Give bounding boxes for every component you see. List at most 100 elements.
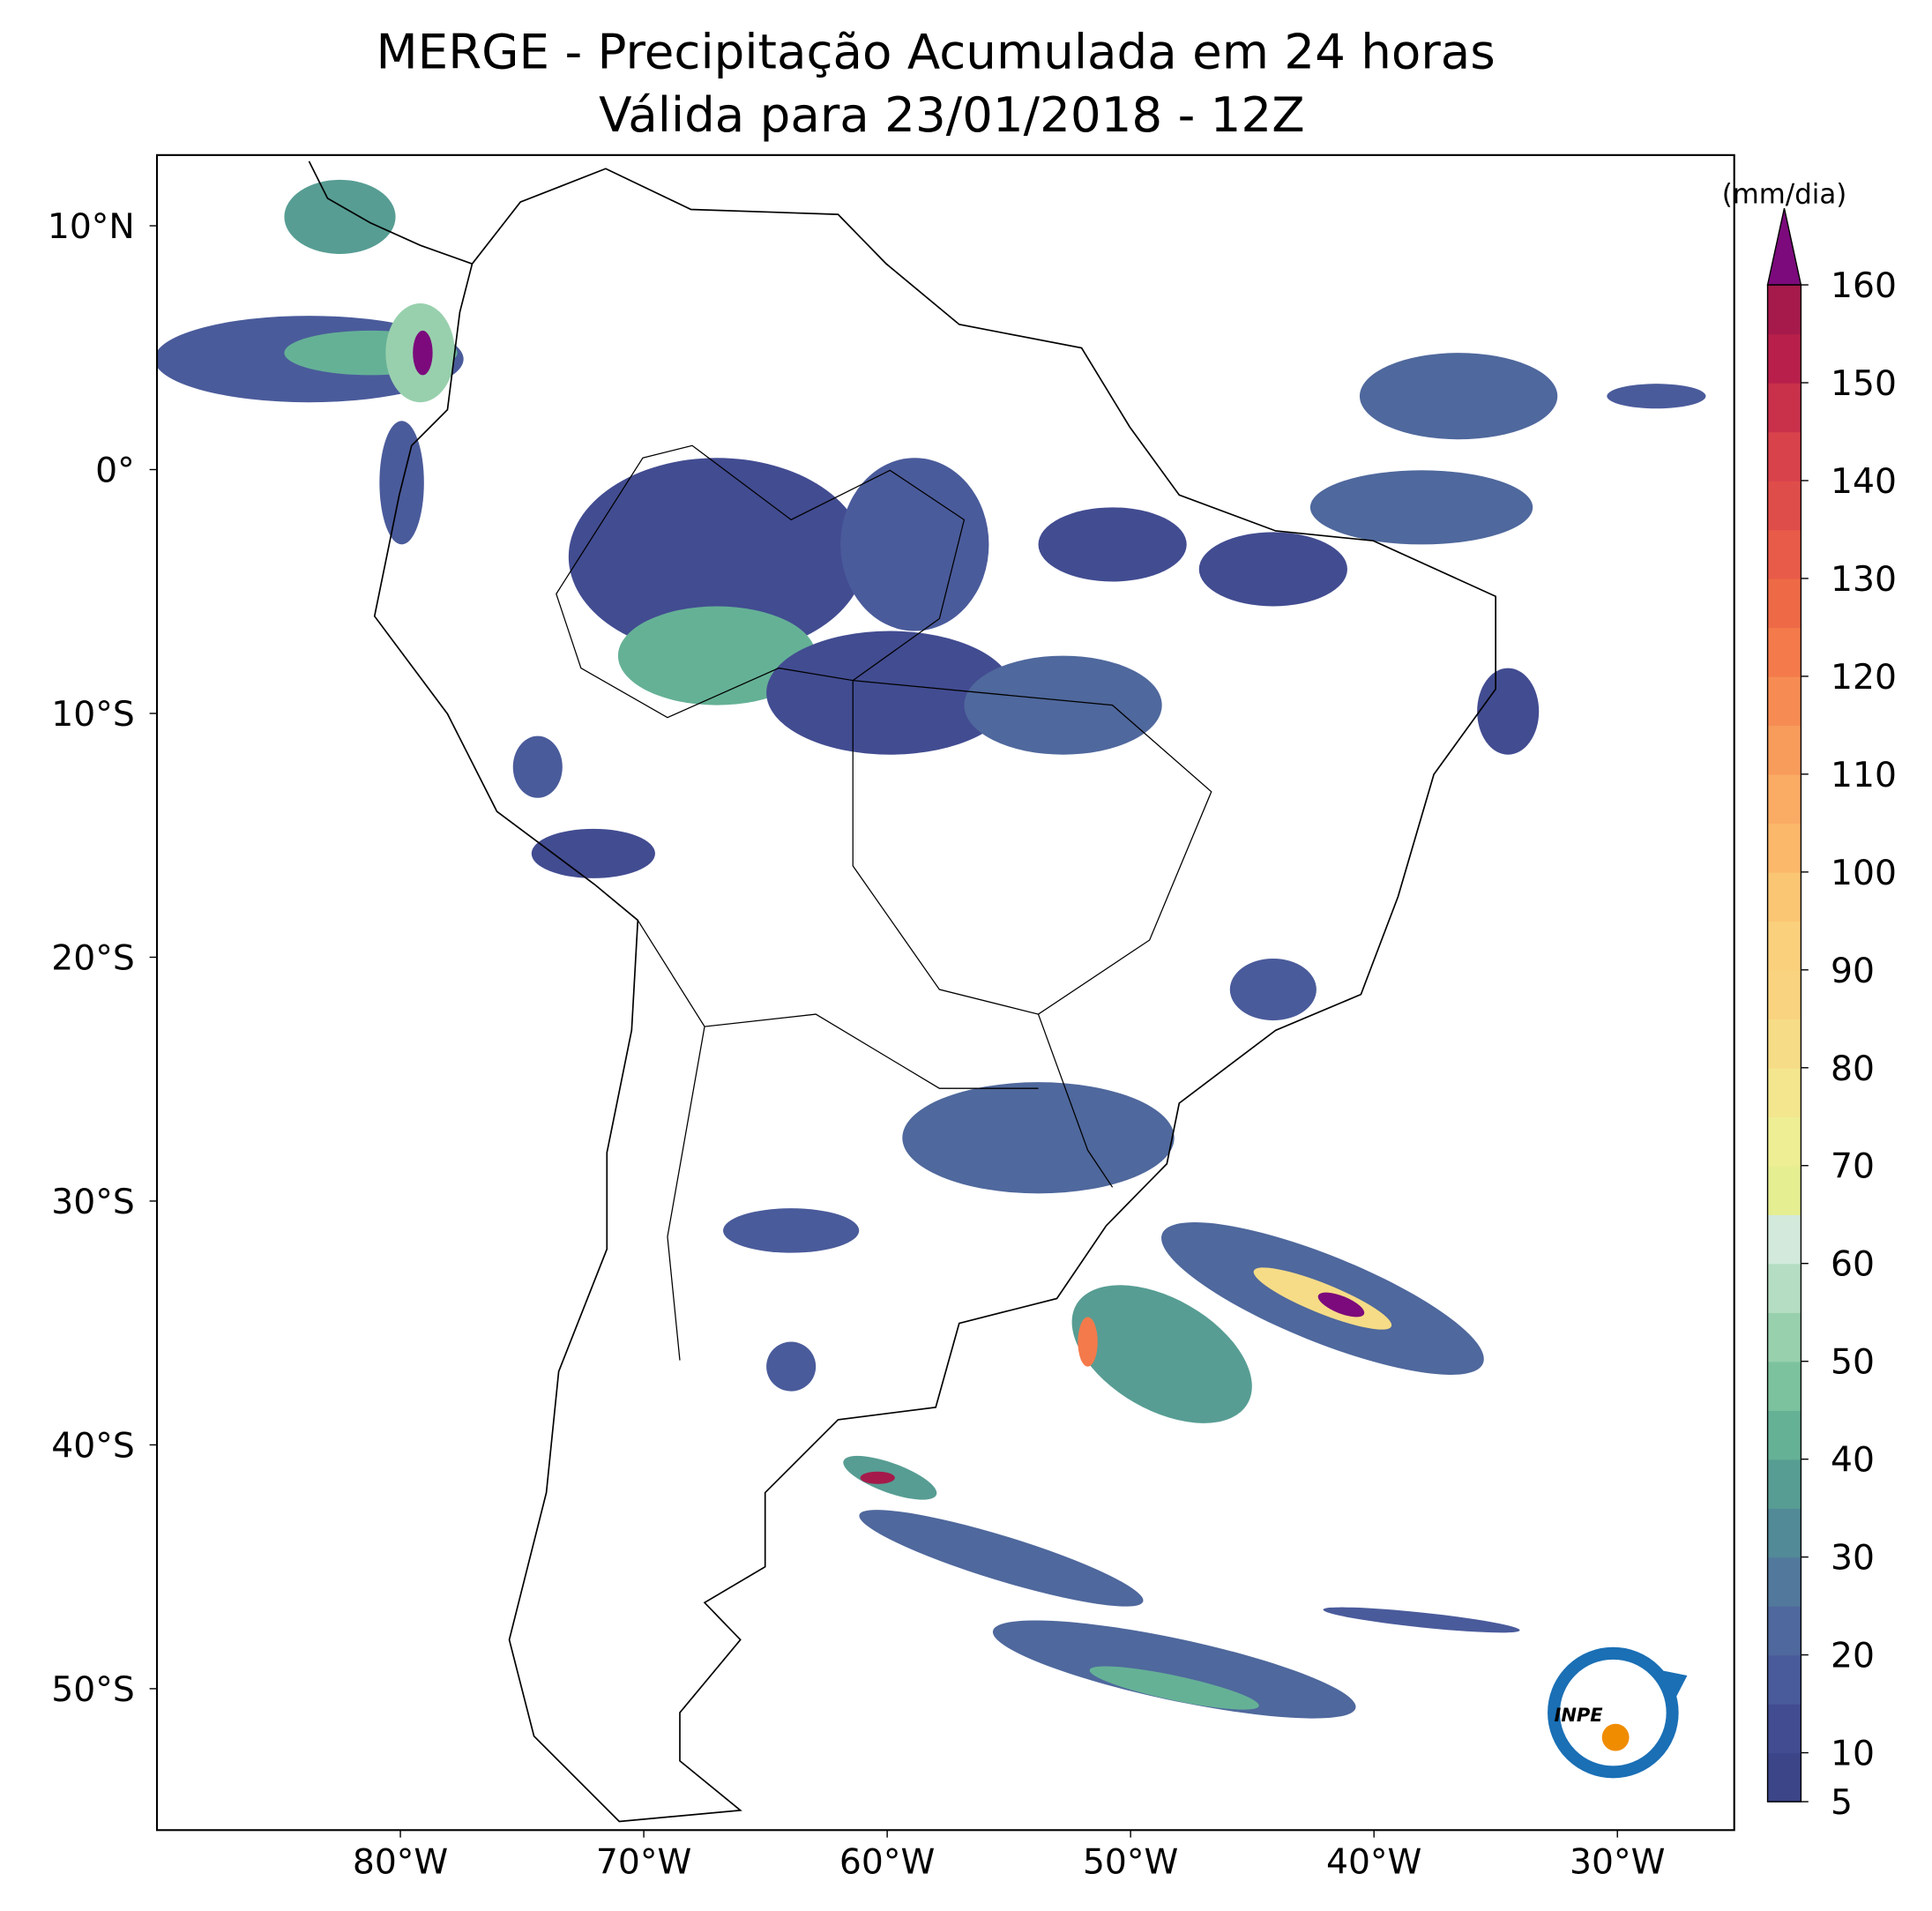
rain-area: [766, 1341, 817, 1392]
y-tick-label: 20°S: [51, 938, 134, 978]
colorbar-segment: [1767, 1214, 1801, 1265]
rain-area: [859, 1510, 1144, 1607]
colorbar-tick-label: 20: [1831, 1637, 1875, 1676]
colorbar-segment: [1767, 627, 1801, 677]
colorbar-tick-label: 130: [1831, 560, 1897, 600]
colorbar-tick-label: 90: [1831, 952, 1875, 991]
x-tick-label: 50°W: [1083, 1842, 1178, 1882]
y-tick-label: 10°N: [48, 207, 135, 247]
borders: [556, 444, 1212, 1361]
x-tick-label: 60°W: [839, 1842, 935, 1882]
rain-area: [568, 458, 866, 656]
y-tick-label: 0°: [95, 452, 135, 491]
rain-area: [1317, 1292, 1365, 1318]
rain-area: [992, 1620, 1356, 1719]
colorbar-segment: [1767, 1312, 1801, 1362]
rain-area: [840, 458, 989, 631]
rain-area: [1071, 1285, 1252, 1423]
colorbar-tick-label: 60: [1831, 1245, 1875, 1285]
rain-area: [617, 606, 817, 705]
colorbar-segment: [1767, 1361, 1801, 1411]
colorbar-segment: [1767, 333, 1801, 384]
colorbar-tick-label: 30: [1831, 1539, 1875, 1579]
rain-area: [1607, 384, 1706, 409]
x-tick-label: 70°W: [596, 1842, 691, 1882]
colorbar-tick-label: 100: [1831, 854, 1897, 893]
colorbar-segment: [1767, 1508, 1801, 1558]
x-tick-label: 40°W: [1326, 1842, 1421, 1882]
x-tick-label: 80°W: [353, 1842, 448, 1882]
axis-ticks: 80°W 70°W 60°W 50°W 40°W 30°W 10°N 0° 10°S 20°S 30…: [48, 207, 1666, 1882]
colorbar-segment: [1767, 1752, 1801, 1803]
y-tick-label: 30°S: [51, 1183, 134, 1222]
colorbar-tick-label: 120: [1831, 658, 1897, 698]
rain-areas: [157, 179, 1706, 1719]
rain-area: [1229, 959, 1317, 1021]
colorbar-tick-label: 70: [1831, 1147, 1875, 1187]
colorbar-segment: [1767, 578, 1801, 629]
colorbar: 5 10 20 30 40 50 60 70 80 90 100 110 120 130 140 150 160…: [1722, 179, 1897, 1824]
colorbar-tick-label: 50: [1831, 1343, 1875, 1383]
colorbar-frame: [1766, 284, 1802, 1803]
colorbar-tick-label: 40: [1831, 1441, 1875, 1481]
rain-area: [531, 828, 655, 878]
rain-area: [1309, 470, 1533, 545]
colorbar-tick-label: 10: [1831, 1735, 1875, 1774]
rain-area: [766, 631, 1014, 755]
y-tick-label: 50°S: [51, 1670, 134, 1710]
logo-arrow: [1656, 1669, 1688, 1707]
colorbar-segment: [1767, 382, 1801, 433]
y-tick-label: 10°S: [51, 695, 134, 735]
map-area: INPE: [157, 154, 1734, 1831]
map-frame: [155, 153, 1735, 1832]
rain-area: [1089, 1666, 1259, 1710]
rain-area: [1038, 507, 1187, 582]
colorbar-segment: [1767, 1263, 1801, 1313]
colorbar-segment: [1767, 1654, 1801, 1705]
colorbar-segment: [1767, 1410, 1801, 1460]
colorbar-segment: [1767, 823, 1801, 873]
colorbar-segment: [1767, 1067, 1801, 1117]
colorbar-segment: [1767, 921, 1801, 971]
rain-area: [1078, 1317, 1098, 1367]
colorbar-segment: [1767, 1019, 1801, 1069]
colorbar-segment: [1767, 1165, 1801, 1215]
colorbar-segment: [1767, 969, 1801, 1019]
title: MERGE - Precipitação Acumulada em 24 hor…: [377, 23, 1496, 79]
logo-ring: [1548, 1646, 1679, 1779]
logo-dot: [1601, 1723, 1630, 1751]
colorbar-segment: [1767, 285, 1801, 335]
colorbar-tick-label: 160: [1831, 266, 1897, 306]
colorbar-segment: [1767, 1606, 1801, 1656]
rain-area: [860, 1471, 895, 1484]
rain-area: [1323, 1607, 1520, 1633]
colorbar-segment: [1767, 1556, 1801, 1607]
colorbar-segment: [1767, 725, 1801, 775]
rain-area: [512, 735, 563, 798]
colorbar-segment: [1767, 1116, 1801, 1167]
rain-area: [1477, 668, 1540, 755]
rain-area: [723, 1208, 860, 1253]
x-tick-label: 30°W: [1570, 1842, 1665, 1882]
rain-area: [902, 1082, 1175, 1194]
y-tick-label: 40°S: [51, 1426, 134, 1466]
colorbar-tick-label: 80: [1831, 1049, 1875, 1089]
colorbar-tick-label: 150: [1831, 364, 1897, 404]
colorbar-unit: (mm/dia): [1722, 179, 1847, 211]
colorbar-segment: [1767, 431, 1801, 481]
colorbar-tick-label: 110: [1831, 756, 1897, 795]
rain-area: [413, 330, 433, 376]
subtitle: Válida para 23/01/2018 - 12Z: [599, 86, 1305, 143]
colorbar-tick-label: 5: [1831, 1783, 1853, 1823]
coastline: [308, 160, 1497, 1823]
logo-text: INPE: [1555, 1704, 1604, 1726]
colorbar-segment: [1767, 773, 1801, 825]
rain-area: [284, 179, 396, 254]
colorbar-tick-label: 140: [1831, 462, 1897, 502]
colorbar-segment: [1767, 1459, 1801, 1509]
inpe-logo: INPE: [1548, 1646, 1688, 1779]
colorbar-segment: [1767, 871, 1801, 922]
